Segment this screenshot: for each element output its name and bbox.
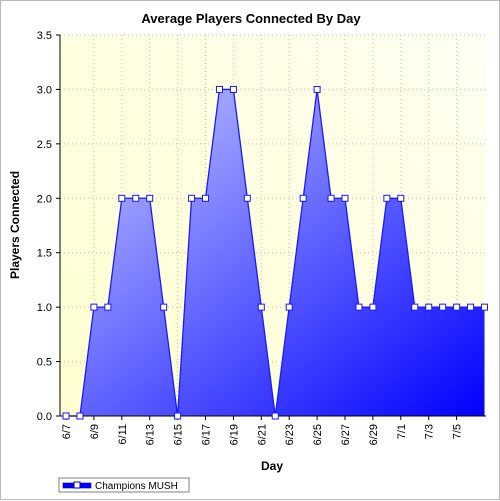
series-markers [62,85,488,420]
x-tick-label: 7/1 [396,424,408,439]
x-tick-label: 7/5 [452,424,464,439]
y-tick-label: 3.5 [37,30,52,42]
legend: Champions MUSH [58,477,190,493]
data-point [425,303,433,311]
data-point [202,194,209,202]
x-tick-label: 6/7 [61,424,73,439]
data-point [467,303,475,311]
x-tick-label: 6/13 [145,424,157,445]
data-point [481,303,488,311]
data-point [369,303,377,311]
y-tick-label: 1.5 [37,248,52,260]
data-point [411,303,419,311]
data-point [146,194,154,202]
data-point [299,194,307,202]
data-point [383,194,391,202]
x-tick-label: 7/3 [424,424,436,439]
data-point [118,194,126,202]
x-tick-label: 6/29 [368,424,380,445]
y-tick-label: 0.5 [37,357,52,369]
data-point [76,412,84,420]
y-tick-label: 2.5 [37,139,52,151]
data-point [62,412,70,420]
y-tick-labels: 0.0 0.5 1.0 1.5 2.0 2.5 3.0 3.5 [37,30,52,423]
data-point [188,194,196,202]
x-axis-label: Day [261,459,283,473]
data-point [341,194,349,202]
x-tick-label: 6/19 [228,424,240,445]
data-point [327,194,335,202]
data-point [313,85,321,93]
y-tick-label: 0.0 [37,411,52,423]
data-point [229,85,237,93]
chart-title: Average Players Connected By Day [141,11,361,26]
gridlines [60,34,486,416]
legend-marker-icon [73,481,81,489]
data-point [355,303,363,311]
legend-series-label: Champions MUSH [95,481,178,492]
y-tick-label: 3.0 [37,84,52,96]
x-tick-label: 6/9 [89,424,101,439]
x-tick-label: 6/25 [312,424,324,445]
data-point [397,194,405,202]
data-point [90,303,98,311]
data-point [243,194,251,202]
y-tick-label: 1.0 [37,302,52,314]
x-tick-labels: 6/7 6/9 6/11 6/13 6/15 6/17 6/19 6/21 6/23 6/25 6/… [61,424,464,445]
y-axis-label: Players Connected [8,171,22,279]
data-point [453,303,461,311]
data-point [174,412,182,420]
x-tick-label: 6/11 [117,424,129,445]
data-point [257,303,265,311]
x-tick-label: 6/21 [256,424,268,445]
data-point [215,85,223,93]
x-tick-label: 6/15 [173,424,185,445]
data-point [132,194,140,202]
y-tick-label: 2.0 [37,193,52,205]
data-point [439,303,447,311]
data-point [271,412,279,420]
x-tick-label: 6/17 [201,424,213,445]
legend-box [58,477,190,493]
data-point [285,303,293,311]
x-tick-label: 6/27 [340,424,352,445]
series-area-fill [66,89,485,416]
data-point [104,303,112,311]
data-point [160,303,168,311]
x-tick-label: 6/23 [284,424,296,445]
